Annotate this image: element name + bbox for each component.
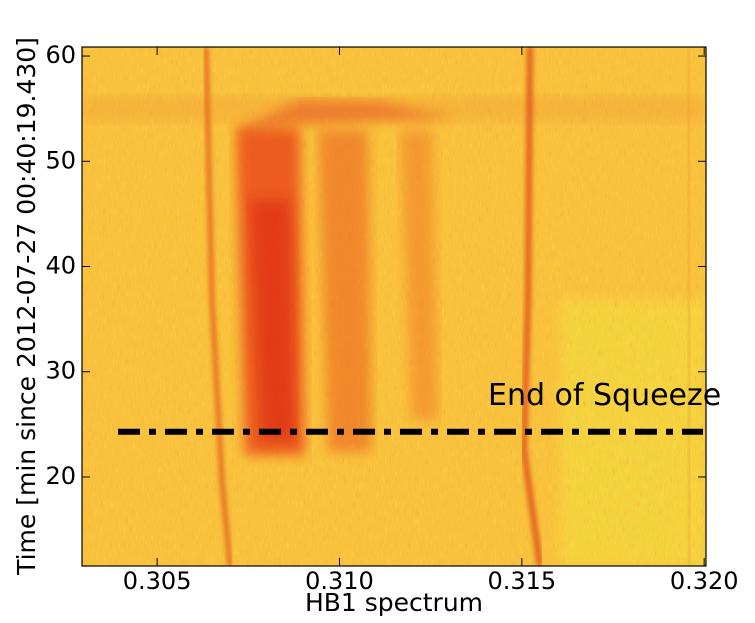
y-axis-label: Time [min since 2012-07-27 00:40:19.430] — [12, 37, 41, 576]
heatmap-image — [82, 47, 706, 566]
annotation-label: End of Squeeze — [488, 378, 721, 413]
x-axis-label: HB1 spectrum — [305, 588, 483, 617]
x-tick-label: 0.310 — [305, 567, 374, 595]
y-tick-label: 20 — [45, 462, 76, 490]
x-tick-label: 0.305 — [123, 567, 192, 595]
y-tick-label: 50 — [45, 146, 76, 174]
y-tick-label: 30 — [45, 357, 76, 385]
plot-frame — [81, 46, 707, 567]
y-tick-label: 60 — [45, 41, 76, 69]
y-tick-label: 40 — [45, 252, 76, 280]
x-tick-label: 0.315 — [487, 567, 556, 595]
x-tick-label: 0.320 — [670, 567, 739, 595]
